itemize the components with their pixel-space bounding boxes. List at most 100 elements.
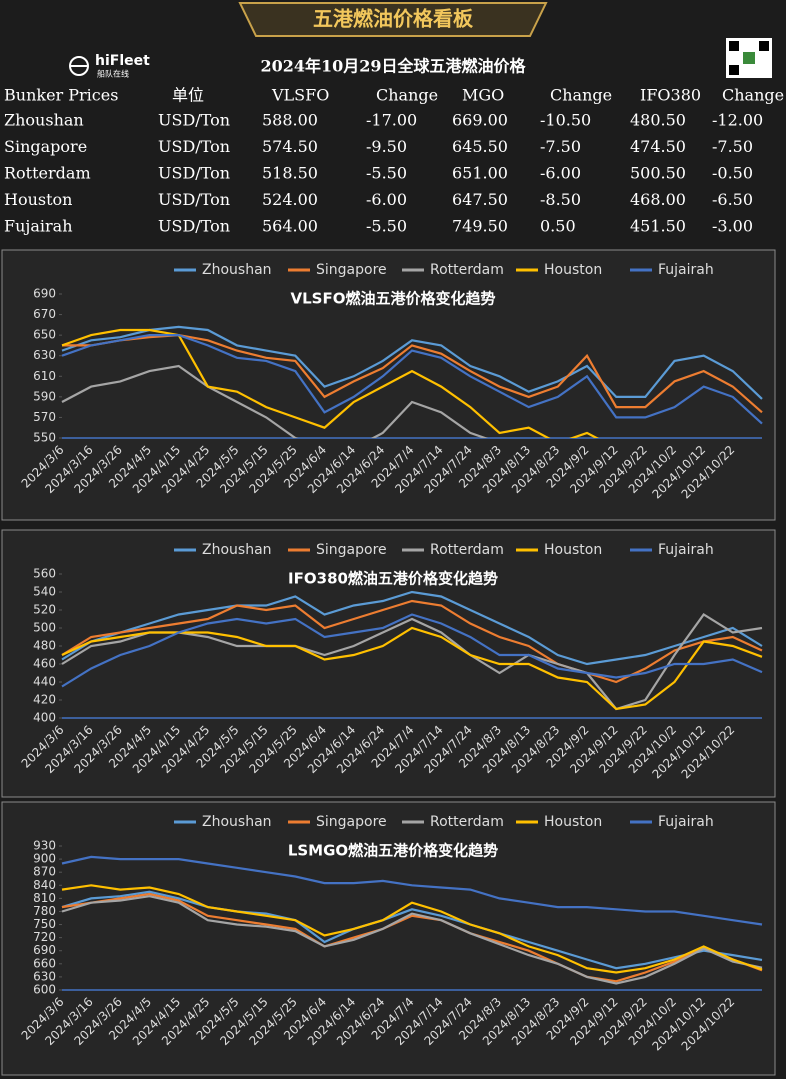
table-cell: 669.00 bbox=[452, 111, 508, 130]
legend-label: Houston bbox=[544, 814, 602, 830]
column-header: VLSFO bbox=[271, 86, 329, 105]
change-cell: -6.00 bbox=[366, 190, 407, 209]
chart-title: VLSFO燃油五港价格变化趋势 bbox=[291, 290, 496, 308]
legend-label: Rotterdam bbox=[430, 814, 504, 830]
y-tick-label: 570 bbox=[33, 410, 56, 424]
y-tick-label: 500 bbox=[33, 621, 56, 635]
legend-label: Rotterdam bbox=[430, 542, 504, 558]
logo-tagline: 船队在线 bbox=[97, 69, 129, 79]
y-tick-label: 630 bbox=[33, 348, 56, 362]
y-tick-label: 690 bbox=[33, 287, 56, 301]
y-tick-label: 460 bbox=[33, 657, 56, 671]
legend-label: Houston bbox=[544, 542, 602, 558]
change-cell: -7.50 bbox=[712, 137, 753, 156]
legend-label: Singapore bbox=[316, 542, 387, 558]
series-line bbox=[61, 884, 763, 974]
subtitle: 2024年10月29日全球五港燃油价格 bbox=[260, 57, 526, 76]
change-cell: -6.50 bbox=[712, 190, 753, 209]
y-tick-label: 600 bbox=[33, 983, 56, 997]
y-tick-label: 750 bbox=[33, 917, 56, 931]
chart-title: IFO380燃油五港价格变化趋势 bbox=[288, 570, 498, 588]
series-line bbox=[61, 325, 763, 400]
y-tick-label: 540 bbox=[33, 585, 56, 599]
column-header: 单位 bbox=[172, 86, 204, 105]
y-tick-label: 870 bbox=[33, 865, 56, 879]
legend-label: Fujairah bbox=[658, 814, 714, 830]
table-cell: USD/Ton bbox=[158, 190, 230, 209]
series-line bbox=[61, 334, 763, 425]
y-tick-label: 670 bbox=[33, 307, 56, 321]
qr-block bbox=[729, 41, 739, 51]
column-header: Change bbox=[722, 86, 784, 105]
column-header: IFO380 bbox=[640, 86, 701, 105]
change-cell: -9.50 bbox=[366, 137, 407, 156]
y-tick-label: 650 bbox=[33, 328, 56, 342]
table-cell: Singapore bbox=[4, 137, 87, 156]
column-header: MGO bbox=[462, 86, 504, 105]
legend-label: Fujairah bbox=[658, 542, 714, 558]
price-table: Bunker Prices 单位 VLSFO Change MGO Change IFO38… bbox=[4, 86, 784, 236]
table-cell: Houston bbox=[4, 190, 72, 209]
legend-label: Singapore bbox=[316, 814, 387, 830]
chart-panel bbox=[1, 529, 776, 798]
table-cell: 645.50 bbox=[452, 137, 508, 156]
y-tick-label: 440 bbox=[33, 675, 56, 689]
table-cell: USD/Ton bbox=[158, 137, 230, 156]
table-cell: USD/Ton bbox=[158, 217, 230, 236]
change-cell: -5.50 bbox=[366, 164, 407, 183]
table-cell: 480.50 bbox=[630, 111, 686, 130]
series-line bbox=[61, 890, 763, 970]
series-line bbox=[61, 892, 763, 983]
y-tick-label: 480 bbox=[33, 639, 56, 653]
table-cell: Zhoushan bbox=[4, 111, 84, 130]
series-line bbox=[61, 855, 763, 926]
y-tick-label: 840 bbox=[33, 878, 56, 892]
change-cell: -6.00 bbox=[540, 164, 581, 183]
y-tick-label: 560 bbox=[33, 567, 56, 581]
table-cell: 651.00 bbox=[452, 164, 508, 183]
y-tick-label: 590 bbox=[33, 389, 56, 403]
change-cell: -10.50 bbox=[540, 111, 591, 130]
logo-name: hiFleet bbox=[95, 53, 150, 69]
qr-block bbox=[743, 52, 755, 64]
chart-panel bbox=[1, 249, 776, 521]
change-cell: -3.00 bbox=[712, 217, 753, 236]
y-tick-label: 630 bbox=[33, 969, 56, 983]
y-tick-label: 780 bbox=[33, 904, 56, 918]
y-tick-label: 550 bbox=[33, 431, 56, 445]
change-cell: 0.50 bbox=[540, 217, 576, 236]
qr-block bbox=[729, 65, 739, 75]
y-tick-label: 400 bbox=[33, 711, 56, 725]
legend-label: Zhoushan bbox=[202, 262, 272, 278]
legend-label: Houston bbox=[544, 262, 602, 278]
legend-label: Singapore bbox=[316, 262, 387, 278]
legend-label: Zhoushan bbox=[202, 542, 272, 558]
header-banner bbox=[238, 2, 548, 37]
qr-code bbox=[726, 38, 772, 78]
y-tick-label: 420 bbox=[33, 693, 56, 707]
logo: hiFleet 船队在线 bbox=[69, 53, 150, 79]
change-cell: -8.50 bbox=[540, 190, 581, 209]
table-cell: 588.00 bbox=[262, 111, 318, 130]
column-header: Change bbox=[376, 86, 438, 105]
column-header: Bunker Prices bbox=[4, 86, 118, 105]
y-tick-label: 810 bbox=[33, 891, 56, 905]
table-cell: Rotterdam bbox=[4, 164, 91, 183]
series-line bbox=[61, 895, 763, 985]
chart-panel bbox=[1, 801, 776, 1076]
table-cell: 564.00 bbox=[262, 217, 318, 236]
table-cell: 647.50 bbox=[452, 190, 508, 209]
change-cell: -7.50 bbox=[540, 137, 581, 156]
y-tick-label: 610 bbox=[33, 369, 56, 383]
legend-label: Rotterdam bbox=[430, 262, 504, 278]
table-cell: 468.00 bbox=[630, 190, 686, 209]
table-cell: 524.00 bbox=[262, 190, 318, 209]
table-cell: USD/Ton bbox=[158, 111, 230, 130]
series-line bbox=[61, 590, 763, 666]
table-cell: 749.50 bbox=[452, 217, 508, 236]
table-cell: 451.50 bbox=[630, 217, 686, 236]
y-tick-label: 930 bbox=[33, 839, 56, 853]
chart-title: LSMGO燃油五港价格变化趋势 bbox=[288, 842, 498, 860]
legend-label: Zhoushan bbox=[202, 814, 272, 830]
